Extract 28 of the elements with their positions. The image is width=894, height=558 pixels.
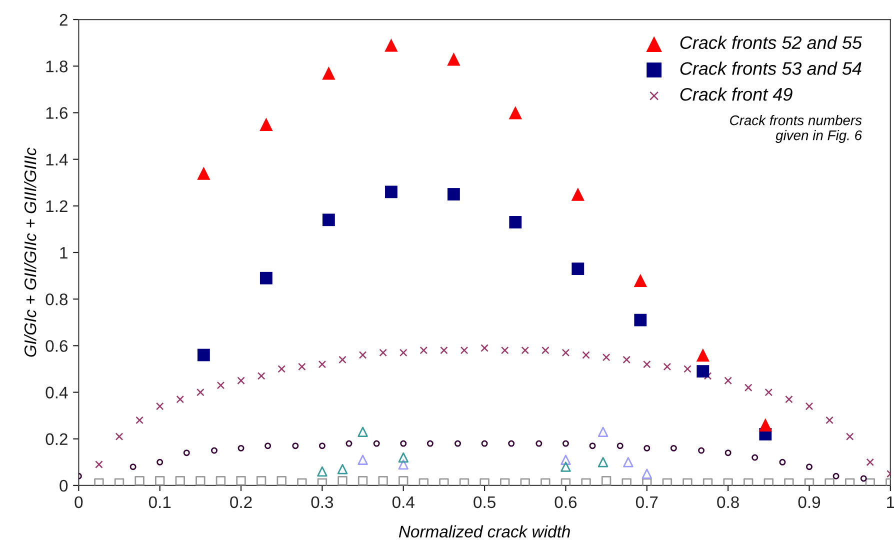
y-tick-label: 0.2	[46, 433, 68, 446]
x-tick-label: 1	[887, 496, 894, 508]
y-tick-label: 1.8	[46, 60, 68, 72]
x-tick-label: 0	[74, 496, 83, 508]
annotation: Crack fronts numbers given in Fig. 6	[730, 115, 862, 143]
y-tick-label: 0.6	[46, 340, 68, 352]
y-tick-label: 0.4	[46, 386, 68, 398]
x-tick-label: 0.3	[311, 496, 334, 508]
y-tick-label: 1.4	[46, 154, 68, 166]
y-axis-title: GI/GIc + GII/GIIc + GIII/GIIIc	[24, 148, 36, 357]
legend-label: Crack fronts 53 and 54	[680, 62, 862, 75]
x-tick-label: 0.9	[798, 496, 820, 508]
y-tick-label: 1.6	[46, 107, 68, 119]
y-tick-label: 1.2	[46, 200, 68, 212]
x-tick-label: 0.6	[554, 496, 577, 508]
x-tick-label: 0.8	[717, 496, 739, 508]
x-tick-label: 0.7	[636, 496, 658, 508]
x-tick-label: 0.1	[148, 496, 171, 508]
x-tick-label: 0.4	[392, 496, 414, 508]
legend-label: Crack front 49	[680, 88, 792, 101]
y-tick-label: 0	[60, 480, 68, 492]
x-tick-label: 0.5	[474, 496, 496, 508]
legend-label: Crack fronts 52 and 55	[680, 36, 862, 50]
y-tick-label: 2	[60, 14, 68, 26]
x-axis-title: Normalized crack width	[398, 525, 570, 538]
y-tick-label: 0.8	[46, 293, 68, 306]
x-tick-label: 0.2	[230, 496, 252, 508]
y-tick-label: 1	[60, 247, 68, 259]
